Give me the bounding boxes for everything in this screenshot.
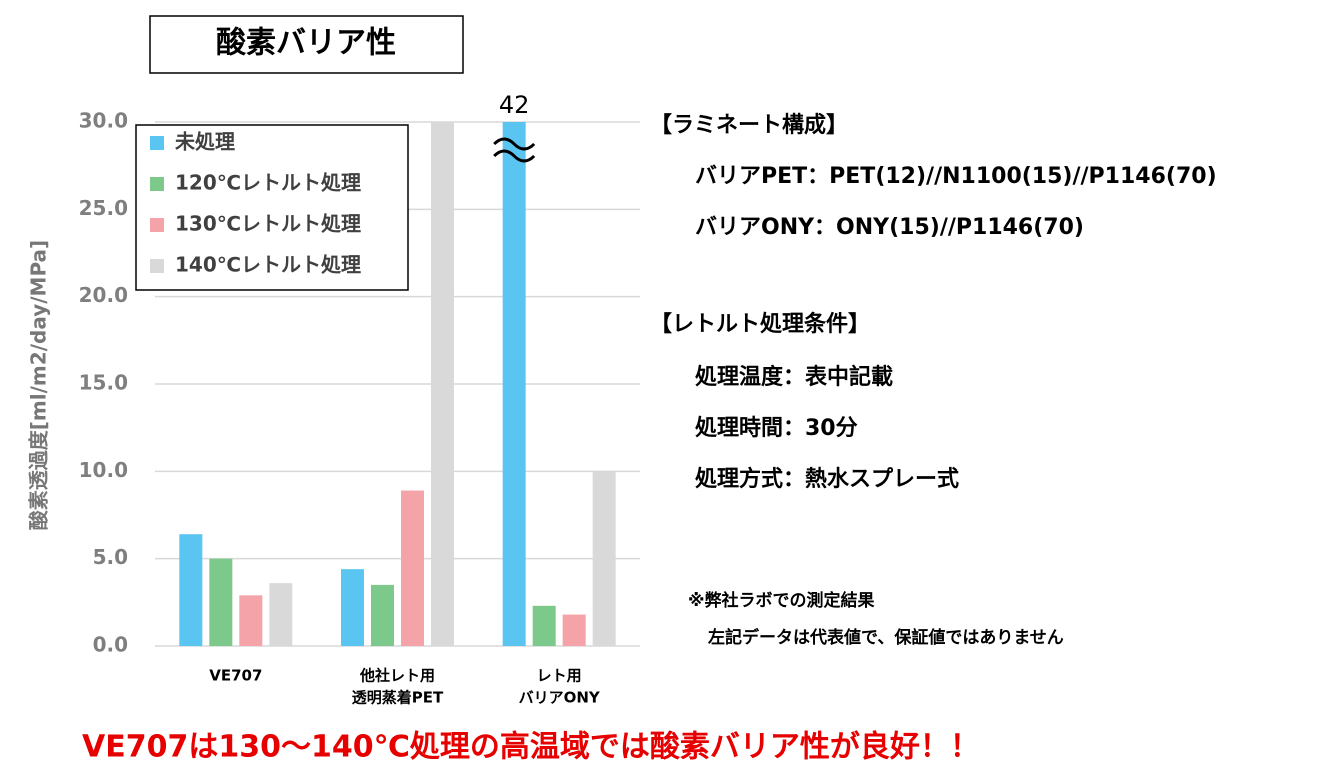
- legend-label: 130℃レトルト処理: [175, 212, 361, 236]
- bar: [209, 558, 233, 646]
- x-tick-label: VE707: [209, 667, 262, 685]
- legend-swatch: [150, 218, 164, 232]
- legend-label: 140℃レトルト処理: [175, 253, 361, 277]
- legend-label: 120℃レトルト処理: [175, 171, 361, 195]
- info-heading: 【ラミネート構成】: [650, 112, 848, 138]
- info-heading: 【レトルト処理条件】: [650, 311, 870, 337]
- info-item: 処理温度：表中記載: [695, 364, 893, 390]
- bar: [269, 583, 293, 646]
- legend-swatch: [150, 259, 164, 273]
- footnote: 左記データは代表値で、保証値ではありません: [708, 627, 1064, 648]
- chart-title: 酸素バリア性: [216, 26, 396, 61]
- bar: [401, 490, 424, 646]
- y-tick-label: 25.0: [79, 196, 128, 220]
- x-tick-label: レト用: [537, 667, 582, 685]
- y-axis-label: 酸素透過度[ml/m2/day/MPa]: [27, 240, 51, 530]
- bar: [371, 584, 394, 646]
- value-label: 42: [499, 91, 530, 119]
- bar: [179, 534, 203, 646]
- conclusion: VE707は130～140℃処理の高温域では酸素バリア性が良好！！: [82, 730, 980, 765]
- bar: [532, 605, 556, 646]
- bar: [562, 614, 586, 646]
- axis-break: [493, 137, 536, 163]
- x-tick-label: バリアONY: [519, 689, 601, 707]
- x-tick-label: 透明蒸着PET: [352, 689, 444, 707]
- info-item: バリアPET：PET(12)//N1100(15)//P1146(70): [695, 164, 1217, 189]
- info-item: バリアONY：ONY(15)//P1146(70): [695, 215, 1084, 240]
- legend-swatch: [150, 136, 164, 150]
- footnote: ※弊社ラボでの測定結果: [688, 590, 875, 611]
- bar: [502, 122, 526, 646]
- legend-label: 未処理: [175, 130, 235, 154]
- y-tick-label: 20.0: [79, 283, 128, 307]
- y-tick-label: 0.0: [93, 633, 128, 657]
- y-tick-label: 5.0: [93, 545, 128, 569]
- bar: [341, 569, 364, 646]
- info-item: 処理時間：30分: [695, 415, 858, 441]
- legend-box: [135, 124, 409, 291]
- title-box: [149, 15, 464, 74]
- bar: [592, 471, 616, 646]
- y-tick-label: 15.0: [79, 371, 128, 395]
- info-item: 処理方式：熱水スプレー式: [695, 466, 959, 492]
- x-tick-label: 他社レト用: [359, 667, 435, 685]
- bar: [239, 595, 263, 646]
- legend-swatch: [150, 177, 164, 191]
- bar: [431, 122, 454, 646]
- y-tick-label: 30.0: [79, 109, 128, 133]
- y-tick-label: 10.0: [79, 458, 128, 482]
